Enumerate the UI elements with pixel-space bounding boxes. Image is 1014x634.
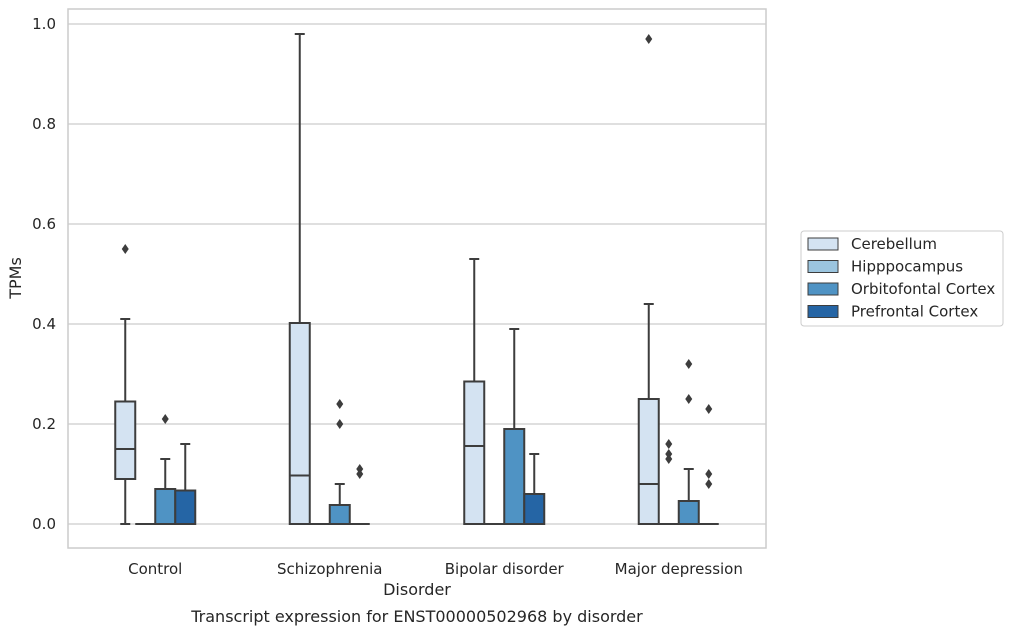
box-1-2 [328,399,351,525]
box-1-0 [288,33,311,525]
legend-frame [800,230,1004,327]
box-body [288,322,311,525]
outlier-point [685,359,693,369]
outlier-point [705,469,713,479]
box-body [523,493,546,525]
outlier-point [685,394,693,404]
outlier-point [665,454,673,464]
y-tick-label: 0.4 [32,315,56,333]
plot-area [67,8,767,549]
x-axis-label: Disorder [383,580,451,599]
box-3-0 [637,34,660,525]
box-body [154,488,177,525]
outlier-point [705,404,713,414]
box-body [463,380,486,525]
chart-caption: Transcript expression for ENST0000050296… [190,607,643,626]
box-3-2 [677,359,700,525]
box-2-3 [523,453,546,525]
plot-frame [67,8,767,549]
x-tick-label: Major depression [615,560,743,578]
y-tick-label: 1.0 [32,15,56,33]
box-body [677,500,700,525]
y-tick-label: 0.6 [32,215,56,233]
y-tick-label: 0.2 [32,415,56,433]
boxes [114,33,719,525]
box-0-0 [114,244,137,525]
box-0-2 [154,414,177,525]
x-tick-label: Schizophrenia [277,560,382,578]
outlier-point [121,244,129,254]
outlier-point [645,34,653,44]
legend-swatch [807,260,839,273]
x-axis-ticks: Control Schizophrenia Bipolar disorder Majo… [128,560,743,578]
legend-swatch [807,282,839,296]
y-axis-ticks: 0.0 0.2 0.4 0.6 0.8 1.0 [32,15,56,533]
outlier-point [705,479,713,489]
legend-label: Orbitofontal Cortex [851,280,995,298]
y-axis-label: TPMs [6,257,25,300]
box-body [174,489,197,525]
y-tick-label: 0.8 [32,115,56,133]
box-0-3 [174,443,197,525]
outlier-point [665,439,673,449]
legend: Cerebellum Hipppocampus Orbitofontal Corte… [800,230,1004,327]
box-3-1 [658,439,679,525]
outlier-point [336,399,344,409]
y-tick-label: 0.0 [32,515,56,533]
x-tick-label: Control [128,560,182,578]
box-body [503,428,526,525]
box-body [637,398,660,525]
box-1-3 [349,464,370,525]
outlier-point [356,469,364,479]
box-2-2 [503,328,526,525]
box-3-3 [698,404,719,525]
x-tick-label: Bipolar disorder [445,560,565,578]
legend-label: Cerebellum [851,235,937,253]
outlier-point [161,414,169,424]
box-body [114,400,137,480]
legend-label: Hipppocampus [851,258,963,276]
box-2-0 [463,258,486,525]
outlier-point [336,419,344,429]
legend-swatch [807,305,839,318]
legend-entries: Cerebellum Hipppocampus Orbitofontal Corte… [807,235,995,321]
legend-label: Prefrontal Cortex [851,303,978,321]
box-body [328,504,351,525]
legend-swatch [807,237,839,251]
